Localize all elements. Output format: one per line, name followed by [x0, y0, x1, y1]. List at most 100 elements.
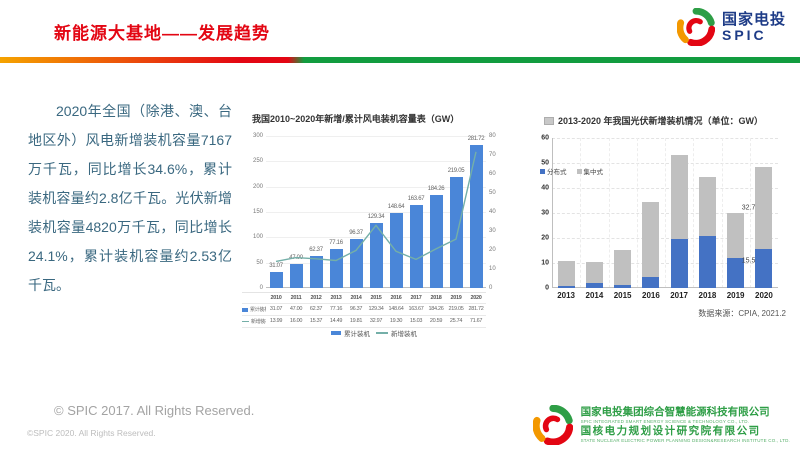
left-axis-tick: 0: [259, 285, 263, 291]
table-row-label: 新增装机: [242, 316, 266, 328]
table-value: 25.74: [446, 316, 466, 328]
solar-plot-area: 0 10 20 30 40 50 60 2013 2014 2015 2016 2017 2018 201…: [541, 135, 778, 300]
year-header: 2016: [386, 293, 406, 304]
year-header: 2020: [466, 293, 486, 304]
wind-legend: 累计装机 新增装机: [240, 328, 508, 338]
table-row-label: 累计装机: [242, 304, 266, 316]
copyright-main: © SPIC 2017. All Rights Reserved.: [54, 403, 255, 418]
wind-bar-2015: [369, 222, 383, 288]
solar-legend: 分布式 集中式: [540, 166, 603, 176]
summary-paragraph: 2020年全国（除港、澳、台地区外）风电新增装机容量7167万千瓦，同比增长34…: [28, 103, 232, 293]
wind-bar-2017: [409, 205, 423, 288]
company2-name-en: STATE NUCLEAR ELECTRIC POWER PLANNING DE…: [580, 438, 790, 444]
gridline: [721, 138, 723, 288]
line-series-marker: [242, 320, 249, 323]
left-axis-tick: 150: [252, 209, 263, 215]
solar-distributed-bar-2014: [585, 282, 603, 288]
wind-bar-value: 184.26: [427, 185, 445, 192]
data-source-note: 数据来源：CPIA, 2021.2: [698, 309, 786, 318]
x-axis-label: 2013: [557, 291, 575, 300]
table-value: 15.37: [306, 316, 326, 328]
right-axis-tick: 60: [489, 171, 496, 177]
solar-centralized-bar-2019: [727, 212, 745, 258]
y-axis-tick: 20: [541, 234, 549, 242]
company1-name-zh: 国家电投集团综合智慧能源科技有限公司: [580, 405, 770, 418]
left-axis-tick: 250: [252, 158, 263, 165]
wind-bar-value: 163.67: [407, 196, 425, 203]
series-swatch: [540, 169, 545, 174]
year-header: 2011: [286, 293, 306, 304]
wind-bar-value: 148.64: [387, 203, 405, 210]
wind-bar-2019: [449, 177, 463, 288]
x-axis-label: 2017: [670, 291, 688, 300]
logo-text-en: SPIC: [721, 26, 767, 43]
right-axis-tick: 10: [489, 266, 496, 272]
legend-item: 集中式: [576, 166, 603, 176]
solar-distributed-bar-2013: [557, 286, 575, 288]
year-header: 2017: [406, 293, 426, 304]
y-axis-tick: 60: [541, 134, 549, 142]
wind-bar-2010: [269, 272, 283, 288]
table-value: 163.67: [406, 304, 426, 316]
page-title: 新能源大基地——发展趋势: [54, 24, 270, 43]
right-axis-tick: 40: [489, 209, 496, 215]
wind-bar-value: 77.16: [329, 239, 343, 246]
y-axis-tick: 50: [541, 159, 549, 167]
table-value: 47.00: [286, 304, 306, 316]
wind-bar-value: 62.37: [309, 247, 323, 254]
solar-distributed-bar-2019: [727, 257, 745, 288]
series-swatch: [576, 169, 582, 174]
gridline: [266, 136, 486, 137]
solar-centralized-bar-2015: [614, 250, 632, 285]
gridline: [266, 186, 486, 188]
line-series-marker: [376, 332, 388, 334]
wind-bar-2020: [469, 145, 483, 288]
solar-chart: 2013-2020 年我国光伏新增装机情况（单位：GW） 0 10 20 30 40 50…: [528, 112, 792, 330]
right-axis-tick: 70: [489, 152, 496, 158]
header-logo: 国家电投 SPIC: [676, 8, 786, 46]
legend-item: 新增装机: [376, 328, 417, 338]
year-header: 2014: [346, 293, 366, 304]
wind-data-table: 2010 2011 2012 2013 2014 2015 2016 2017 2018 2019…: [242, 292, 486, 328]
logo-text-zh: 国家电投: [721, 10, 786, 28]
x-axis-label: 2015: [613, 291, 632, 300]
table-value: 31.07: [266, 304, 286, 316]
y-axis-tick: 40: [541, 184, 549, 192]
annotation-centralized-2020: 32.7: [741, 204, 756, 212]
right-axis-tick: 80: [489, 133, 496, 139]
solar-centralized-bar-2018: [698, 177, 716, 236]
table-value: 19.30: [386, 316, 406, 328]
gridline: [636, 138, 638, 288]
left-axis-tick: 300: [252, 133, 263, 139]
spic-swirl-icon: [532, 405, 573, 445]
wind-bar-value: 129.34: [367, 213, 385, 220]
year-header: 2018: [426, 293, 446, 304]
wind-bar-value: 96.37: [349, 230, 363, 237]
gridline: [266, 212, 486, 213]
footer-logo-block: 国家电投集团综合智慧能源科技有限公司 SPIC INTEGRATED SMART…: [532, 405, 790, 445]
year-header: 2013: [326, 293, 346, 304]
wind-bar-2011: [289, 264, 303, 288]
spic-swirl-icon: [676, 8, 715, 46]
year-header: 2015: [366, 293, 386, 304]
table-value: 281.72: [466, 304, 486, 316]
solar-distributed-bar-2017: [670, 239, 688, 288]
bar-series-marker: [331, 331, 341, 335]
wind-bar-2012: [309, 256, 323, 288]
table-value: 16.00: [286, 316, 306, 328]
gradient-divider: [0, 57, 800, 63]
wind-plot-area: 0 50 100 150 200 250 300 0 10 20 30 40 50 60 70 80 31.07…: [253, 133, 496, 291]
legend-item: 累计装机: [331, 328, 370, 338]
legend-item: 分布式: [540, 166, 567, 176]
wind-bar-value: 31.07: [269, 263, 283, 270]
table-value: 219.05: [446, 304, 466, 316]
wind-bar-2018: [429, 194, 443, 288]
table-value: 19.81: [346, 316, 366, 328]
table-value: 15.03: [406, 316, 426, 328]
y-axis-tick: 10: [541, 259, 549, 267]
right-axis-tick: 50: [489, 190, 496, 196]
solar-chart-title: 2013-2020 年我国光伏新增装机情况（单位：GW）: [544, 114, 792, 127]
wind-chart-title: 我国2010~2020年新增/累计风电装机容量表（GW）: [252, 114, 460, 124]
table-value: 148.64: [386, 304, 406, 316]
